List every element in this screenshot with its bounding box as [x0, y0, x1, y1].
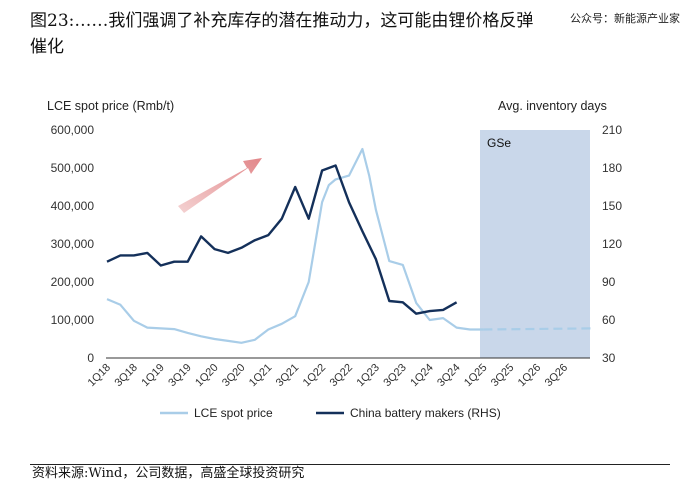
x-tick-labels: 1Q18 3Q18 1Q19 3Q19 1Q20 3Q20 1Q21 3Q21 1Q22 3Q22… — [86, 362, 571, 390]
x-tick-label: 3Q19 — [166, 362, 194, 390]
legend-label-lce: LCE spot price — [194, 406, 273, 420]
y-right-tick-label: 90 — [602, 275, 616, 289]
x-tick-label: 3Q25 — [489, 362, 517, 390]
y-left-tick-label: 200,000 — [51, 275, 95, 289]
y-right-tick-label: 120 — [602, 237, 622, 251]
x-tick-label: 3Q23 — [381, 362, 409, 390]
series-lines — [106, 147, 592, 344]
x-tick-label: 1Q19 — [139, 362, 167, 390]
shaded-region-label: GSe — [487, 136, 511, 150]
x-tick-label: 1Q21 — [247, 362, 275, 390]
y-left-tick-label: 500,000 — [51, 161, 95, 175]
legend-label-battery: China battery makers (RHS) — [350, 406, 501, 420]
lce-spot-price-line — [106, 147, 484, 344]
x-tick-label: 3Q20 — [220, 362, 248, 390]
y-right-tick-labels: 210 180 150 120 90 60 30 — [602, 123, 622, 365]
x-tick-label: 3Q26 — [543, 362, 571, 390]
y-right-axis-label: Avg. inventory days — [498, 99, 607, 113]
x-tick-label: 1Q25 — [462, 362, 490, 390]
source-note: 资料来源:Wind，公司数据，高盛全球投资研究 — [32, 466, 305, 481]
forecast-shaded-region — [480, 130, 590, 358]
x-tick-label: 1Q24 — [408, 362, 436, 390]
y-left-tick-label: 100,000 — [51, 313, 95, 327]
y-left-axis-label: LCE spot price (Rmb/t) — [47, 99, 174, 113]
legend: LCE spot price China battery makers (RHS… — [160, 406, 501, 420]
x-tick-label: 1Q23 — [354, 362, 382, 390]
x-tick-label: 3Q22 — [328, 362, 356, 390]
x-tick-label: 1Q26 — [516, 362, 544, 390]
x-tick-label: 1Q22 — [301, 362, 329, 390]
figure-caption: 图23:……我们强调了补充库存的潜在推动力，这可能由锂价格反弹催化 — [30, 11, 534, 57]
lce-forecast-dashed-line — [483, 327, 592, 331]
y-left-tick-label: 300,000 — [51, 237, 95, 251]
y-right-tick-label: 30 — [602, 351, 616, 365]
y-left-tick-label: 400,000 — [51, 199, 95, 213]
x-tick-label: 3Q24 — [435, 362, 463, 390]
watermark: 公众号：新能源产业家 — [570, 12, 680, 25]
y-right-tick-label: 210 — [602, 123, 622, 137]
y-right-tick-label: 150 — [602, 199, 622, 213]
y-left-tick-label: 600,000 — [51, 123, 95, 137]
upward-arrow-icon — [178, 158, 262, 213]
source-divider — [30, 464, 670, 465]
y-left-tick-label: 0 — [87, 351, 94, 365]
y-left-tick-labels: 600,000 500,000 400,000 300,000 200,000 100,0… — [51, 123, 95, 365]
x-tick-label: 3Q21 — [274, 362, 302, 390]
x-tick-label: 3Q18 — [112, 362, 140, 390]
x-tick-label: 1Q20 — [193, 362, 221, 390]
y-right-tick-label: 60 — [602, 313, 616, 327]
battery-makers-inventory-line — [106, 164, 458, 315]
x-tick-label: 1Q18 — [86, 362, 114, 390]
y-right-tick-label: 180 — [602, 161, 622, 175]
